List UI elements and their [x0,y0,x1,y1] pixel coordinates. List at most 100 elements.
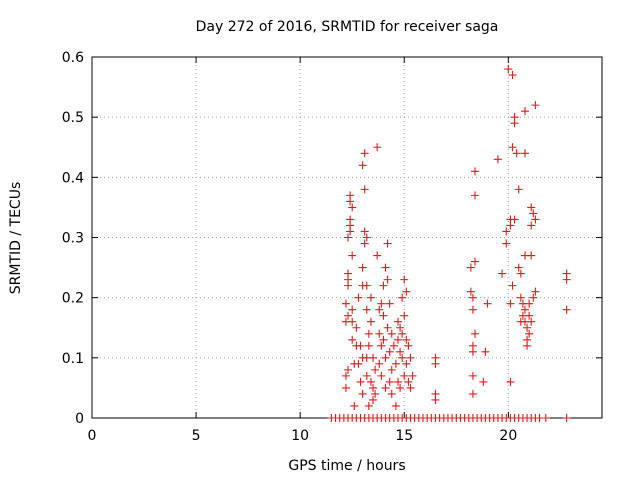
y-tick-label: 0.5 [62,110,84,126]
data-point [471,257,480,266]
data-point [379,281,388,290]
data-point [341,371,350,380]
data-point [506,221,515,230]
data-point [520,107,529,116]
data-point [344,233,353,242]
data-point [520,149,529,158]
data-point [527,251,536,260]
data-point [562,275,571,284]
data-point [341,383,350,392]
data-point [360,149,369,158]
data-point [346,215,355,224]
data-point [404,341,413,350]
data-point [348,203,357,212]
data-point [471,191,480,200]
data-point [348,251,357,260]
data-point [406,383,415,392]
data-point [471,329,480,338]
data-point [471,167,480,176]
data-point [510,215,519,224]
data-point [508,281,517,290]
data-point [502,227,511,236]
x-tick-label: 20 [499,428,517,444]
data-point [504,65,513,74]
data-point [369,353,378,362]
data-point [371,389,380,398]
data-point [562,305,571,314]
data-point [400,371,409,380]
data-point [389,341,398,350]
data-point [360,239,369,248]
data-point [375,329,384,338]
data-point [531,287,540,296]
data-point [387,329,396,338]
data-point [531,101,540,110]
data-point [520,305,529,314]
data-point [516,293,525,302]
data-point [362,305,371,314]
axis-ticks: 0 5 10 15 20 0 0.1 0.2 0.3 0.4 0.5 0.6 [62,50,602,444]
data-point [348,305,357,314]
data-point [510,119,519,128]
data-point [406,353,415,362]
data-point [468,305,477,314]
data-point [385,377,394,386]
y-tick-label: 0.6 [62,50,84,66]
data-point [514,185,523,194]
x-tick-label: 10 [291,428,309,444]
data-point [366,317,375,326]
data-point [512,149,521,158]
data-point [348,317,357,326]
data-point [377,341,386,350]
data-point [385,299,394,308]
data-point [358,161,367,170]
y-tick-label: 0 [75,411,84,427]
data-point [468,293,477,302]
data-point [358,389,367,398]
data-point [531,215,540,224]
data-point [341,299,350,308]
data-point [396,347,405,356]
data-point [481,347,490,356]
data-point [350,401,359,410]
data-point [394,317,402,326]
data-point [400,311,409,320]
data-point [402,287,411,296]
data-point [381,263,390,272]
data-point [381,353,390,362]
data-point [352,323,361,332]
data-point [344,365,353,374]
data-point [398,293,407,302]
y-tick-label: 0.1 [62,351,84,367]
data-point [364,329,373,338]
data-point [562,414,571,422]
data-point [516,269,525,278]
data-point [529,293,538,302]
data-point [541,414,550,422]
data-point [364,401,373,410]
data-point [525,299,534,308]
data-point [379,335,388,344]
data-point [468,389,477,398]
data-point [346,191,355,200]
data-point [404,377,413,386]
data-point [398,329,407,338]
data-point [394,377,402,386]
data-point [402,359,411,368]
data-point [369,395,378,404]
data-point [362,281,371,290]
data-point [527,203,536,212]
data-point [379,311,388,320]
data-point [394,335,402,344]
data-point [356,377,365,386]
data-point [479,377,488,386]
data-point [523,341,532,350]
data-point [377,299,386,308]
data-point [360,227,369,236]
data-point [354,359,363,368]
data-point [466,263,475,272]
data-point [383,323,392,332]
x-axis-label: GPS time / hours [288,458,405,474]
